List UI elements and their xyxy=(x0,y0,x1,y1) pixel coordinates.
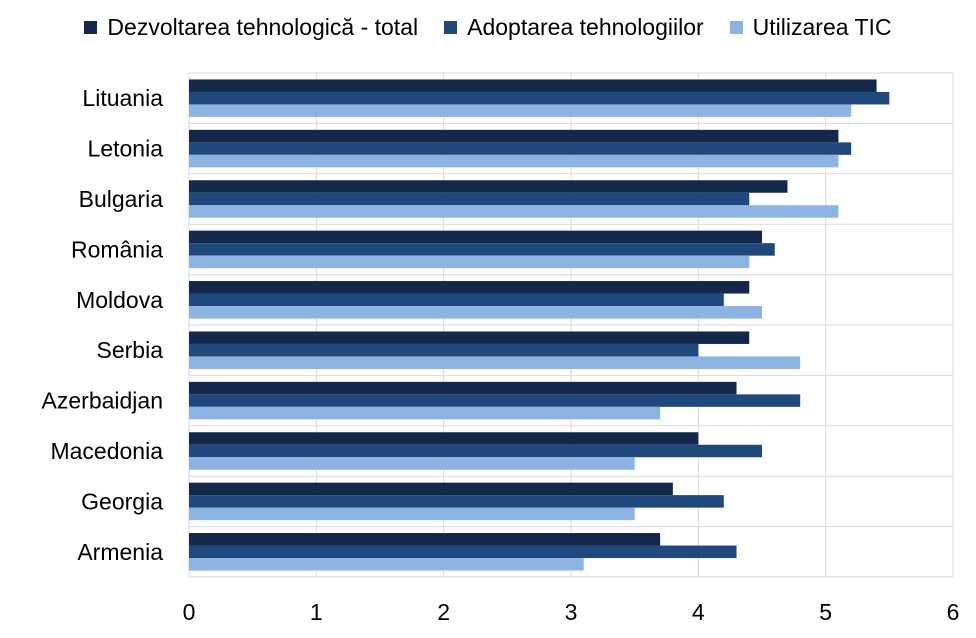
bar-letonia-series-1 xyxy=(189,142,852,155)
bar-serbia-series-0 xyxy=(189,331,750,344)
bar-bulgaria-series-1 xyxy=(189,192,750,206)
category-label: Bulgaria xyxy=(79,186,164,212)
bar-lituania-series-0 xyxy=(189,79,877,92)
category-label: Georgia xyxy=(81,488,163,514)
category-label: Serbia xyxy=(97,337,164,363)
category-label: Macedonia xyxy=(50,438,163,464)
x-tick-label: 1 xyxy=(310,599,323,625)
bar-moldova-series-2 xyxy=(189,306,762,319)
legend-item-total: Dezvoltarea tehnologică - total xyxy=(84,14,418,41)
bar-armenia-series-1 xyxy=(189,545,737,559)
bar-letonia-series-0 xyxy=(189,129,839,143)
category-label: Lituania xyxy=(82,85,163,111)
category-label: Azerbaidjan xyxy=(42,388,163,414)
bar-georgia-series-2 xyxy=(189,507,635,521)
legend: Dezvoltarea tehnologică - total Adoptare… xyxy=(0,14,976,41)
bar-armenia-series-0 xyxy=(189,533,661,546)
bar-moldova-series-0 xyxy=(189,281,750,294)
bar-românia-series-0 xyxy=(189,230,762,244)
legend-label-total: Dezvoltarea tehnologică - total xyxy=(107,14,419,40)
x-tick-label: 3 xyxy=(565,599,578,625)
x-tick-label: 6 xyxy=(947,599,960,625)
legend-item-adoption: Adoptarea tehnologiilor xyxy=(444,14,704,41)
x-tick-label: 2 xyxy=(437,599,450,625)
bar-serbia-series-1 xyxy=(189,343,699,357)
bar-armenia-series-2 xyxy=(189,558,584,571)
category-label: Moldova xyxy=(76,287,163,313)
bar-azerbaidjan-series-2 xyxy=(189,406,661,420)
bar-macedonia-series-1 xyxy=(189,444,762,458)
bar-letonia-series-2 xyxy=(189,154,839,168)
bar-azerbaidjan-series-0 xyxy=(189,381,737,395)
bar-lituania-series-2 xyxy=(189,104,852,117)
bar-moldova-series-1 xyxy=(189,293,724,307)
category-label: Letonia xyxy=(88,136,164,162)
bar-serbia-series-2 xyxy=(189,356,801,369)
bar-românia-series-2 xyxy=(189,255,750,269)
legend-item-tic: Utilizarea TIC xyxy=(729,14,892,41)
bar-lituania-series-1 xyxy=(189,91,890,105)
bar-bulgaria-series-0 xyxy=(189,180,788,193)
x-tick-label: 5 xyxy=(819,599,832,625)
bar-macedonia-series-2 xyxy=(189,457,635,470)
category-label: Armenia xyxy=(77,539,163,565)
bar-georgia-series-0 xyxy=(189,482,673,496)
legend-swatch-total xyxy=(84,21,98,34)
bar-bulgaria-series-2 xyxy=(189,205,839,218)
x-tick-label: 4 xyxy=(692,599,705,625)
legend-label-adoption: Adoptarea tehnologiilor xyxy=(467,14,704,40)
legend-swatch-tic xyxy=(729,21,743,34)
legend-swatch-adoption xyxy=(444,21,458,34)
x-tick-label: 0 xyxy=(183,599,196,625)
legend-label-tic: Utilizarea TIC xyxy=(752,14,892,40)
bar-azerbaidjan-series-1 xyxy=(189,394,801,407)
bar-macedonia-series-0 xyxy=(189,432,699,445)
category-label: România xyxy=(71,236,163,262)
bar-georgia-series-1 xyxy=(189,495,724,508)
bar-românia-series-1 xyxy=(189,243,775,256)
